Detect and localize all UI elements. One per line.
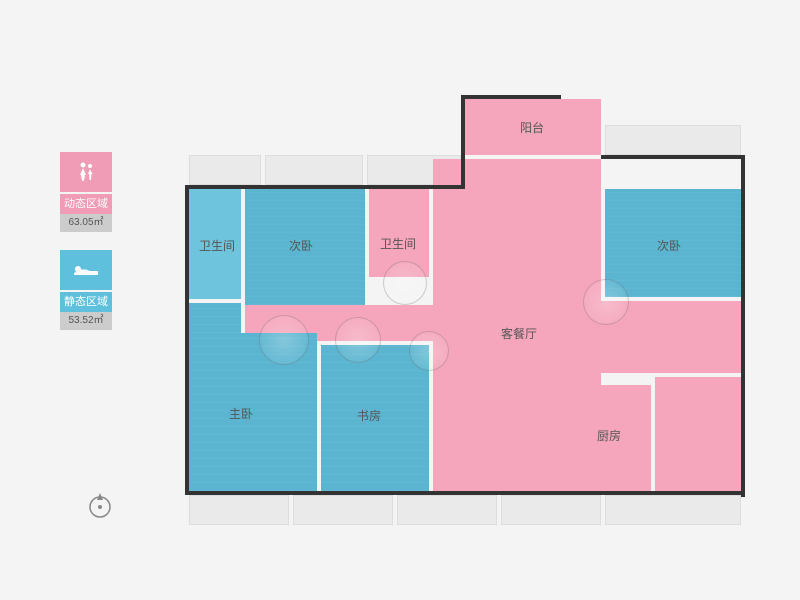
wall-outer xyxy=(185,491,745,495)
wall-outer xyxy=(741,157,745,497)
legend-dynamic-value: 63.05㎡ xyxy=(60,214,112,232)
room-label-master: 主卧 xyxy=(229,405,253,422)
wall-light xyxy=(189,495,289,525)
legend-static: 静态区域 53.52㎡ xyxy=(60,250,112,330)
legend-panel: 动态区域 63.05㎡ 静态区域 53.52㎡ xyxy=(60,152,112,348)
room-label-bedroom2b: 次卧 xyxy=(657,237,681,254)
wall-outer xyxy=(185,185,465,189)
wall-light xyxy=(605,125,741,155)
door-arc xyxy=(583,279,629,325)
room-label-bath1: 卫生间 xyxy=(199,237,235,254)
wall-outer xyxy=(185,185,189,495)
door-arc xyxy=(335,317,381,363)
wall-outer xyxy=(461,95,561,99)
room-label-kitchen: 厨房 xyxy=(597,427,621,444)
room-label-bedroom2a: 次卧 xyxy=(289,237,313,254)
wall-light xyxy=(265,155,363,185)
wall-light xyxy=(605,495,741,525)
door-arc xyxy=(259,315,309,365)
room-label-bath2: 卫生间 xyxy=(380,235,416,252)
sleep-icon xyxy=(60,250,112,290)
floorplan: 阳台卫生间 次卧 卫生间 次卧客餐厅主卧 书房厨房 xyxy=(185,95,745,535)
legend-dynamic-label: 动态区域 xyxy=(60,194,112,214)
room-entry xyxy=(655,377,741,491)
legend-dynamic: 动态区域 63.05㎡ xyxy=(60,152,112,232)
room-label-balcony: 阳台 xyxy=(520,119,544,136)
door-arc xyxy=(409,331,449,371)
wall-outer xyxy=(461,95,465,185)
wall-light xyxy=(397,495,497,525)
legend-static-label: 静态区域 xyxy=(60,292,112,312)
door-arc xyxy=(383,261,427,305)
wall-outer xyxy=(601,155,745,159)
room-label-living: 客餐厅 xyxy=(501,325,537,342)
people-icon xyxy=(60,152,112,192)
room-label-study: 书房 xyxy=(357,407,381,424)
compass-icon xyxy=(85,490,115,520)
room-master_ext xyxy=(189,303,241,333)
legend-static-value: 53.52㎡ xyxy=(60,312,112,330)
wall-light xyxy=(189,155,261,185)
wall-light xyxy=(293,495,393,525)
wall-light xyxy=(501,495,601,525)
